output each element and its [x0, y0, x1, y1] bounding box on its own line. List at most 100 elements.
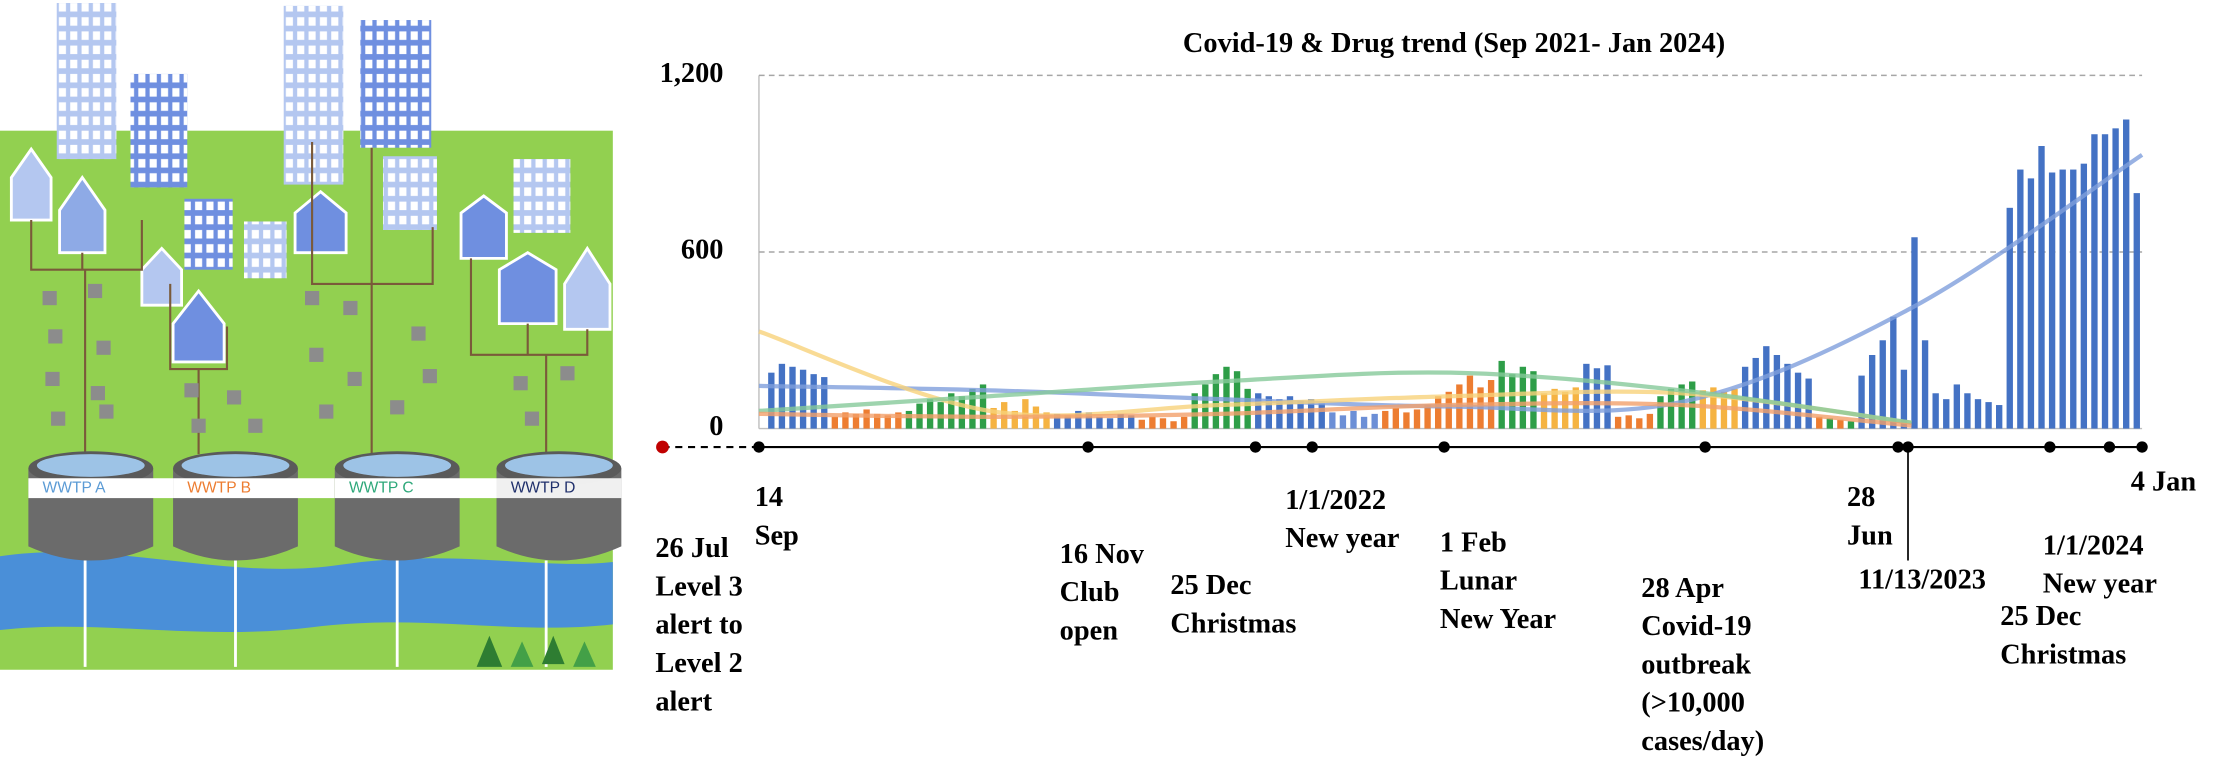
bar: [1371, 413, 1378, 429]
bar: [1011, 410, 1018, 429]
event-dot: [1249, 441, 1262, 453]
bar: [1667, 388, 1675, 429]
bar: [1085, 412, 1093, 429]
bar: [1519, 366, 1527, 429]
bar: [863, 409, 870, 429]
trend-line: [758, 370, 1912, 425]
bar: [1921, 340, 1929, 429]
bar: [1657, 396, 1664, 429]
event-dot: [656, 440, 669, 454]
bar: [1075, 410, 1082, 429]
event-label: Christmas: [2000, 640, 2126, 671]
bar: [1773, 355, 1781, 429]
bar: [1868, 355, 1876, 429]
bar: [926, 399, 934, 429]
event-label: 25 Dec: [2000, 601, 2081, 632]
event-dot: [1892, 441, 1904, 453]
event-dot: [1699, 441, 1711, 453]
bar: [1794, 372, 1802, 429]
bar: [1445, 391, 1452, 429]
bar: [1646, 413, 1654, 429]
bar: [821, 377, 828, 429]
bar: [1064, 415, 1071, 429]
bar: [1900, 369, 1908, 429]
event-label: cases/day): [1641, 726, 1764, 757]
bar: [1932, 393, 1939, 429]
bar: [2027, 178, 2035, 429]
event-label: New year: [1285, 523, 1399, 554]
event-label: 1/1/2024: [2043, 530, 2144, 561]
bar: [1170, 421, 1177, 429]
event-dot: [1902, 441, 1914, 453]
bar: [1117, 413, 1124, 429]
event-label: 26 Jul: [655, 533, 728, 564]
event-label: 16 Nov: [1060, 539, 1145, 570]
bar: [1043, 412, 1050, 429]
event-label: 1/1/2022: [1285, 485, 1386, 516]
bar: [1509, 374, 1516, 429]
tank-water: [36, 454, 145, 477]
plant-label: WWTP D: [511, 479, 576, 496]
tank-water: [343, 454, 452, 477]
y-tick-label: 0: [709, 411, 723, 442]
label-band: [28, 478, 191, 499]
event-label: Club: [1060, 577, 1120, 608]
bar: [1413, 409, 1421, 429]
bar: [895, 412, 902, 429]
bar: [2133, 193, 2140, 429]
bar: [1784, 363, 1791, 429]
bar: [979, 384, 987, 429]
bar: [1805, 378, 1812, 429]
bar: [2059, 169, 2066, 429]
event-label: Sep: [755, 520, 799, 551]
event-label: 14: [755, 482, 783, 513]
event-label: (>10,000: [1641, 688, 1745, 719]
bar: [1847, 421, 1855, 429]
manholes: [42, 283, 575, 433]
bar: [842, 412, 849, 429]
event-label: 1 Feb: [1440, 527, 1507, 558]
bar: [1297, 400, 1304, 429]
bar: [1943, 399, 1950, 429]
event-label: Level 2: [655, 648, 742, 679]
bar: [1180, 416, 1188, 429]
bar: [1350, 410, 1357, 429]
buildings: [9, 3, 612, 364]
bar: [1149, 416, 1156, 429]
bar: [1720, 391, 1728, 429]
bar: [1329, 412, 1336, 429]
bar: [1752, 357, 1759, 429]
bar: [1625, 415, 1632, 429]
bar: [2048, 172, 2056, 429]
plant-label: WWTP B: [187, 479, 251, 496]
event-label: alert: [655, 686, 712, 717]
bar: [1212, 374, 1220, 429]
bar: [884, 415, 891, 429]
bar: [1530, 371, 1537, 429]
bar: [1583, 363, 1590, 429]
illustration: WWTP A WWTP B WWTP C WWTP D: [0, 3, 622, 670]
bar: [2123, 119, 2130, 429]
event-label: New year: [2043, 569, 2157, 600]
bar: [1128, 415, 1135, 429]
bar: [799, 369, 807, 429]
bar: [1879, 340, 1886, 429]
bar: [1424, 405, 1431, 429]
bar: [1360, 416, 1368, 429]
label-band: [334, 478, 497, 499]
plant-label: WWTP A: [43, 479, 107, 496]
event-label: 4 Jan: [2131, 466, 2197, 497]
bar: [1435, 396, 1442, 429]
bar: [1096, 416, 1103, 429]
bar: [810, 374, 817, 429]
y-tick-label: 1,200: [660, 58, 724, 89]
bar: [2006, 207, 2013, 429]
bar: [1953, 384, 1961, 429]
bar: [1159, 418, 1167, 429]
bar: [2112, 128, 2119, 429]
tank-water: [505, 454, 613, 477]
plant-label: WWTP C: [349, 479, 414, 496]
event-label: Lunar: [1440, 566, 1517, 597]
bar: [1466, 375, 1474, 429]
